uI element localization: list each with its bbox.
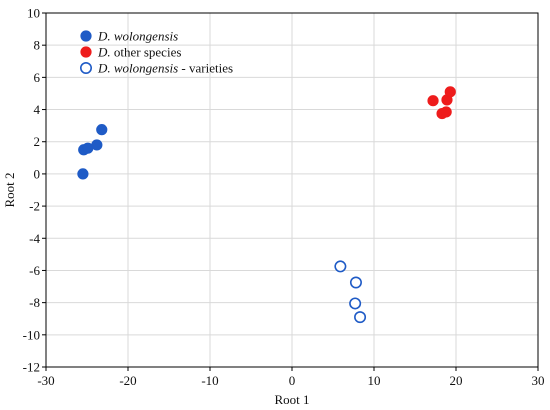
legend-marker [80, 46, 92, 58]
legend-label-rest: other species [111, 45, 182, 60]
legend-label-italic: D. wolongensis [97, 29, 178, 44]
data-point [440, 106, 452, 118]
grid-layer [46, 13, 538, 367]
legend-label: D. wolongensis - varieties [97, 61, 233, 76]
y-tick-label: -4 [29, 231, 40, 246]
legend-marker [80, 61, 93, 74]
data-point [354, 311, 367, 324]
x-tick-label: 20 [450, 373, 463, 388]
data-point [444, 86, 456, 98]
y-tick-label: 8 [34, 38, 41, 53]
data-point [334, 260, 347, 273]
y-tick-label: 2 [34, 134, 41, 149]
x-tick-label: 10 [368, 373, 381, 388]
x-tick-label: -20 [119, 373, 136, 388]
y-tick-label: 0 [34, 166, 41, 181]
y-tick-label: 6 [34, 70, 41, 85]
legend-label: D. wolongensis [97, 29, 178, 44]
y-tick-label: -2 [29, 199, 40, 214]
points-layer [77, 86, 456, 324]
legend-label-italic: D. wolongensis [97, 61, 178, 76]
data-point [427, 95, 439, 107]
y-tick-label: -6 [29, 263, 40, 278]
legend-label-rest: - varieties [178, 61, 233, 76]
y-tick-label: -12 [23, 360, 40, 375]
x-tick-label: -30 [37, 373, 54, 388]
data-point [349, 276, 362, 289]
x-tick-label: 30 [532, 373, 545, 388]
x-tick-label: 0 [289, 373, 296, 388]
x-axis-title: Root 1 [274, 392, 309, 407]
x-tick-label: -10 [201, 373, 218, 388]
data-point [349, 297, 362, 310]
data-point [91, 139, 103, 151]
y-tick-label: 10 [27, 6, 40, 21]
legend-label-italic: D. [97, 45, 111, 60]
data-point [96, 124, 108, 136]
y-tick-label: 4 [34, 102, 41, 117]
legend-marker [80, 30, 92, 42]
y-tick-label: -8 [29, 295, 40, 310]
data-point [77, 168, 89, 180]
y-tick-label: -10 [23, 327, 40, 342]
y-axis-title: Root 2 [2, 172, 17, 207]
legend-label: D. other species [97, 45, 181, 60]
